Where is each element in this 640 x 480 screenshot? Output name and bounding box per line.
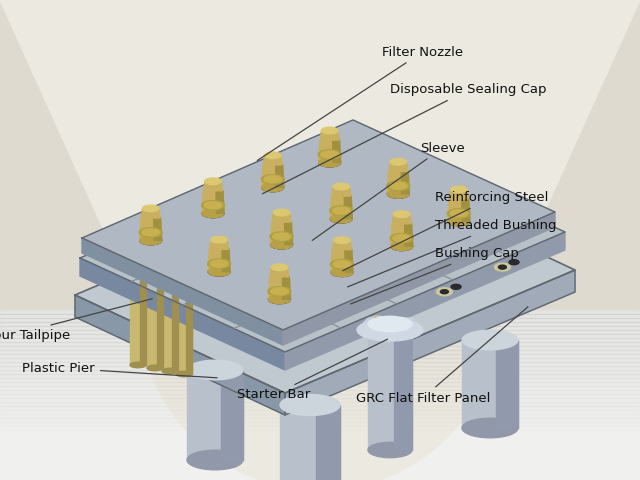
Polygon shape [216,191,224,213]
Polygon shape [332,187,351,196]
Polygon shape [154,218,162,240]
Ellipse shape [319,158,340,167]
Ellipse shape [394,211,410,217]
Polygon shape [355,231,360,259]
Polygon shape [82,238,283,345]
Ellipse shape [357,319,423,341]
Ellipse shape [333,183,349,190]
Polygon shape [80,138,565,352]
Polygon shape [319,140,340,163]
Ellipse shape [327,227,346,236]
Ellipse shape [368,442,412,458]
Bar [0,374,640,378]
Ellipse shape [271,264,288,271]
Text: Air Scour Tailpipe: Air Scour Tailpipe [0,299,152,341]
Text: Starter Bar: Starter Bar [237,339,387,401]
Ellipse shape [387,190,410,198]
Ellipse shape [505,258,523,267]
Ellipse shape [319,158,340,167]
Polygon shape [401,171,410,194]
Ellipse shape [392,257,406,264]
Ellipse shape [317,291,325,296]
Polygon shape [368,330,412,450]
Ellipse shape [442,239,450,243]
Bar [0,358,640,362]
Polygon shape [330,196,352,218]
Ellipse shape [368,316,412,332]
Polygon shape [462,199,470,221]
Text: GRC Flat Filter Panel: GRC Flat Filter Panel [356,307,528,405]
Bar [0,418,640,422]
Bar [0,382,640,386]
Polygon shape [276,165,284,187]
Polygon shape [187,370,243,460]
Ellipse shape [408,230,422,236]
Polygon shape [335,167,340,195]
Ellipse shape [298,347,312,354]
Bar [0,366,640,370]
Ellipse shape [313,289,329,298]
Ellipse shape [371,205,395,217]
Bar [0,362,640,366]
Polygon shape [162,252,178,371]
Ellipse shape [387,254,412,267]
Text: Reinforcing Steel: Reinforcing Steel [342,192,548,271]
Ellipse shape [262,183,284,192]
Ellipse shape [208,267,230,276]
Ellipse shape [204,202,222,209]
Bar [0,390,640,394]
Ellipse shape [383,201,405,212]
Polygon shape [186,256,192,374]
Ellipse shape [276,258,291,264]
Ellipse shape [346,256,360,262]
Ellipse shape [202,209,224,217]
Ellipse shape [509,260,519,264]
Ellipse shape [434,235,458,247]
Ellipse shape [438,237,454,245]
Ellipse shape [262,183,284,192]
Ellipse shape [333,237,350,243]
Polygon shape [333,240,351,250]
Polygon shape [387,171,410,194]
Bar [0,402,640,406]
Ellipse shape [331,268,353,276]
Ellipse shape [448,217,470,226]
Polygon shape [285,222,292,244]
Bar [0,334,640,338]
Ellipse shape [273,233,291,240]
Ellipse shape [462,418,518,438]
Ellipse shape [276,286,291,292]
Bar [0,314,640,318]
Ellipse shape [451,232,464,239]
Ellipse shape [379,209,387,213]
Polygon shape [280,405,340,480]
Ellipse shape [368,322,412,338]
Ellipse shape [391,242,413,251]
Bar [0,330,640,334]
Polygon shape [394,330,412,450]
Ellipse shape [376,259,400,271]
Polygon shape [0,310,640,480]
Bar [0,410,640,414]
Ellipse shape [321,151,339,158]
Ellipse shape [314,290,328,297]
Ellipse shape [445,281,467,292]
Ellipse shape [387,181,410,191]
Polygon shape [285,270,575,415]
Ellipse shape [451,186,467,192]
Ellipse shape [451,284,461,289]
Polygon shape [389,162,408,171]
Ellipse shape [499,265,506,269]
Text: Bushing Cap: Bushing Cap [351,248,519,304]
Ellipse shape [330,214,352,223]
Bar [0,326,640,330]
Polygon shape [264,156,282,165]
Ellipse shape [270,232,293,241]
Polygon shape [276,261,291,289]
Ellipse shape [211,260,228,267]
Ellipse shape [365,314,390,326]
Polygon shape [345,250,353,272]
Ellipse shape [393,235,410,242]
